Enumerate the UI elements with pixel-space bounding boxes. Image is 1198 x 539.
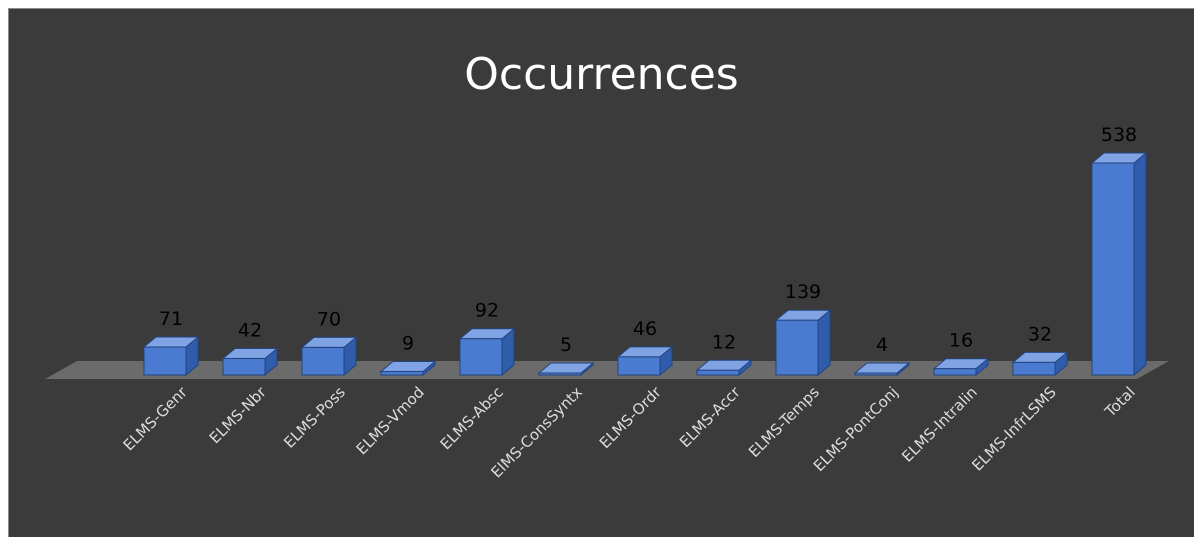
data-label: 71: [159, 308, 183, 330]
x-tick-label: ELMS-Vmod: [353, 383, 428, 458]
x-tick-label: ELMS-Accr: [676, 383, 744, 451]
bar-ELMS-Intralin: [932, 357, 990, 377]
x-tick-label: ELMS-Genr: [120, 383, 192, 455]
x-tick-label: ELMS-PontConj: [810, 383, 902, 475]
bar-front: [1012, 361, 1056, 376]
x-tick-label: ELMS-Poss: [280, 383, 349, 452]
bar-ELMS-Ordr: [616, 345, 674, 377]
bar-front: [617, 356, 661, 376]
bar-front: [380, 370, 424, 376]
bar-ELMS-Vmod: [379, 360, 437, 377]
bar-front: [143, 346, 187, 376]
x-tick-label: ELMS-Ordr: [596, 383, 666, 453]
bar-front: [696, 369, 740, 376]
x-tick-label: Total: [1101, 383, 1139, 421]
bar-front: [775, 319, 819, 376]
x-tick-label: ELMS-InfrLSMS: [968, 383, 1060, 475]
bar-Total: [1090, 151, 1148, 377]
x-tick-label: ELMS-Temps: [745, 383, 823, 461]
data-label: 12: [712, 331, 736, 353]
data-label: 4: [876, 334, 888, 356]
chart-floor: [45, 361, 1169, 379]
data-label: 42: [238, 319, 262, 341]
data-label: 70: [317, 308, 341, 330]
x-tick-label: ELMS-Intralin: [898, 383, 981, 466]
bar-ELMS-InfrLSMS: [1011, 351, 1069, 377]
bar-side: [1133, 151, 1147, 377]
bar-front: [1091, 162, 1135, 376]
bar-ELMS-Nbr: [221, 347, 279, 377]
bar-ElMS-ConsSyntx: [537, 361, 595, 377]
data-label: 5: [560, 334, 572, 356]
bar-front: [538, 372, 582, 376]
bar-ELMS-Absc: [458, 327, 516, 377]
bar-front: [459, 338, 503, 376]
bar-ELMS-Genr: [142, 335, 200, 377]
bar-side: [817, 309, 831, 377]
bar-front: [854, 372, 898, 376]
data-label: 9: [402, 332, 414, 354]
data-label: 92: [475, 300, 499, 322]
bar-ELMS-Accr: [695, 359, 753, 377]
x-tick-label: ELMS-Nbr: [206, 383, 271, 448]
data-label: 46: [633, 318, 657, 340]
data-label: 32: [1028, 323, 1052, 345]
bar-ELMS-Poss: [300, 336, 358, 377]
bar-front: [301, 346, 345, 376]
chart-frame: Occurrences 71 42 70 9 92 5 46 12 139 4 16 32 538 EL…: [8, 8, 1194, 537]
bar-front: [222, 357, 266, 376]
data-label: 139: [785, 281, 821, 303]
data-label: 16: [949, 330, 973, 352]
bar-front: [933, 368, 977, 376]
bar-ELMS-PontConj: [853, 361, 911, 377]
bar-ELMS-Temps: [774, 309, 832, 377]
x-tick-label: ELMS-Absc: [437, 383, 507, 453]
chart-title: Occurrences: [464, 49, 739, 100]
data-label: 538: [1101, 124, 1137, 146]
